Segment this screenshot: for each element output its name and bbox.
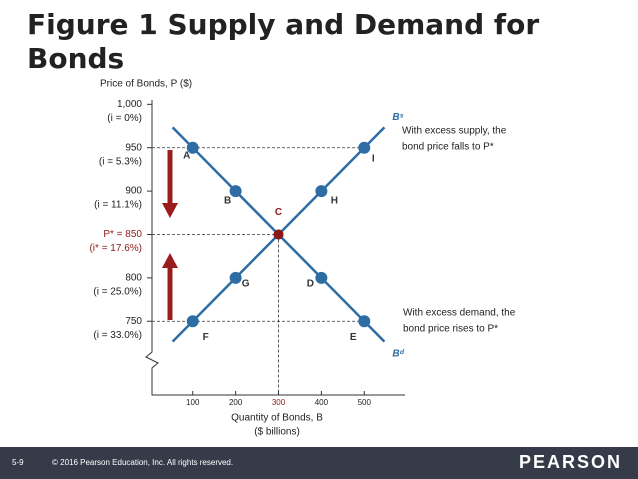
legend-label: Bˢ xyxy=(392,112,403,123)
x-tick-label: 300 xyxy=(272,398,286,407)
point xyxy=(229,271,242,284)
point xyxy=(315,185,328,198)
x-axis-label: Quantity of Bonds, B xyxy=(231,413,323,424)
y-tick-label: 800 xyxy=(125,273,142,284)
y-tick-sublabel: (i = 25.0%) xyxy=(93,287,142,298)
point xyxy=(186,141,199,154)
point xyxy=(273,229,284,240)
point-label: D xyxy=(307,279,314,290)
x-tick-label: 100 xyxy=(186,398,200,407)
point-label: H xyxy=(331,196,338,207)
point-label: E xyxy=(350,332,357,343)
point xyxy=(315,271,328,284)
point-label: B xyxy=(224,196,231,207)
y-tick-label: P* = 850 xyxy=(103,229,142,240)
legend-label: Bᵈ xyxy=(392,348,404,359)
point-label: F xyxy=(203,332,209,343)
point xyxy=(229,185,242,198)
brand: PEARSON xyxy=(519,452,622,472)
y-tick-label: 900 xyxy=(125,186,142,197)
y-tick-label: 750 xyxy=(125,316,142,327)
x-tick-label: 200 xyxy=(229,398,243,407)
point-label: A xyxy=(183,150,190,161)
page-number: 5-9 xyxy=(12,458,24,467)
y-tick-sublabel: (i = 33.0%) xyxy=(93,330,142,341)
point-label: C xyxy=(275,207,282,218)
y-tick-label: 950 xyxy=(125,142,142,153)
point-label: I xyxy=(372,153,375,164)
y-tick-sublabel: (i = 0%) xyxy=(107,113,142,124)
x-axis-unit: ($ billions) xyxy=(254,427,300,438)
arrow-head xyxy=(162,203,178,218)
y-tick-sublabel: (i* = 17.6%) xyxy=(89,243,142,254)
y-tick-sublabel: (i = 11.1%) xyxy=(94,200,142,211)
y-tick-sublabel: (i = 5.3%) xyxy=(99,156,142,167)
arrow-head xyxy=(162,253,178,268)
x-tick-label: 400 xyxy=(315,398,329,407)
axes xyxy=(145,100,405,396)
point xyxy=(358,141,371,154)
copyright: © 2016 Pearson Education, Inc. All right… xyxy=(52,458,233,467)
point xyxy=(186,315,199,328)
chart-title: Figure 1 Supply and Demand for Bonds xyxy=(27,8,540,75)
annotation: bond price rises to P* xyxy=(403,324,498,335)
annotation: With excess supply, the xyxy=(402,126,507,137)
point-label: G xyxy=(242,279,250,290)
x-tick-label: 500 xyxy=(358,398,372,407)
y-tick-label: 1,000 xyxy=(117,99,142,110)
annotation: With excess demand, the xyxy=(403,308,516,319)
y-axis-label: Price of Bonds, P ($) xyxy=(100,79,192,90)
footer-bar xyxy=(0,447,638,479)
point xyxy=(358,315,371,328)
annotation: bond price falls to P* xyxy=(402,142,494,153)
